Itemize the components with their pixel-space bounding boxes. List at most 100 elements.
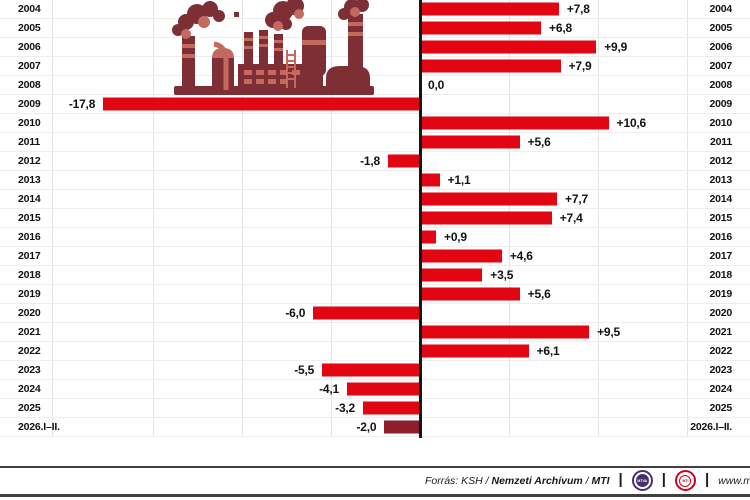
year-label-left: 2010 [18,117,41,129]
year-label-right: 2020 [709,307,732,319]
vertical-gridline [153,0,154,437]
bar-2006 [420,40,597,54]
footer-bottom-line [0,494,750,497]
bar-2015 [420,211,552,225]
year-label-left: 2006 [18,41,41,53]
year-label-right: 2014 [709,193,732,205]
year-label-left: 2020 [18,307,41,319]
year-label-left: 2024 [18,383,41,395]
value-label: +0,9 [444,230,467,244]
bar-2021 [420,325,590,339]
bar-2020 [313,306,420,320]
chart-row-2024: -4,1 2024 2024 [0,380,750,399]
value-label: +7,8 [566,2,590,16]
chart-row-2013: +1,1 2013 2013 [0,171,750,190]
year-label-right: 2023 [709,364,732,376]
year-label-left: 2012 [18,155,41,167]
chart-row-2016: +0,9 2016 2016 [0,228,750,247]
value-label: +5,6 [527,287,551,301]
year-label-right: 2006 [709,41,732,53]
bar-2022 [420,344,529,358]
year-label-right: 2025 [709,402,732,414]
year-label-left: 2018 [18,269,41,281]
bar-2012 [387,154,420,168]
chart-row-2017: +4,6 2017 2017 [0,247,750,266]
year-label-right: 2005 [709,22,732,34]
year-label-left: 2013 [18,174,41,186]
chart-row-2015: +7,4 2015 2015 [0,209,750,228]
year-label-left: 2005 [18,22,41,34]
footer-separator: | [704,471,710,488]
bar-2004 [420,2,559,16]
year-label-left: 2007 [18,60,41,72]
year-label-right: 2011 [710,136,732,148]
source-credit: Forrás: KSH / Nemzeti Archívum / MTI [424,474,610,487]
year-label-right: 2009 [709,98,732,110]
chart-row-2009: -17,8 2009 2009 [0,95,750,114]
footer-divider-line [0,466,750,468]
year-label-left: 2011 [18,136,40,148]
footer: Forrás: KSH / Nemzeti Archívum / MTI | M… [0,468,750,493]
chart-row-2005: +6,8 2005 2005 [0,19,750,38]
year-label-left: 2019 [18,288,41,300]
bar-2025 [363,401,420,415]
value-label: +7,9 [568,59,592,73]
bar-2007 [420,59,561,73]
year-label-right: 2022 [709,345,732,357]
chart-row-2026.I–II.: -2,0 2026.I–II. 2026.I–II. [0,418,750,437]
factory-smokestacks-icon [172,0,374,95]
year-label-left: 2025 [18,402,41,414]
mtva-logo-icon: MTVA [631,470,653,491]
year-label-left: 2021 [18,326,41,338]
chart-row-2011: +5,6 2011 2011 [0,133,750,152]
year-label-left: 2017 [18,250,41,262]
year-label-left: 2022 [18,345,41,357]
value-label: -17,8 [68,97,96,111]
bar-2019 [420,287,520,301]
chart-row-2010: +10,6 2010 2010 [0,114,750,133]
chart-row-2018: +3,5 2018 2018 [0,266,750,285]
value-label: +5,6 [527,135,551,149]
year-label-right: 2012 [709,155,732,167]
bar-2014 [420,192,558,206]
value-label: +7,7 [565,192,588,206]
bar-2023 [322,363,420,377]
year-label-right: 2013 [709,174,732,186]
value-label: -5,5 [294,363,315,377]
footer-separator: | [618,471,623,488]
bar-2011 [420,135,520,149]
bar-2018 [420,268,483,282]
bar-2009 [103,97,420,111]
mti-logo-icon: MTI [674,470,696,491]
year-label-left: 2026.I–II. [18,421,60,433]
year-label-right: 2017 [709,250,732,262]
value-label: -1,8 [360,154,380,168]
value-label: -6,0 [285,306,306,320]
year-label-right: 2024 [709,383,732,395]
year-label-right: 2026.I–II. [690,421,732,433]
bar-2013 [420,173,440,187]
chart-row-2007: +7,9 2007 2007 [0,57,750,76]
value-label: +9,5 [597,325,620,339]
chart-row-2012: -1,8 2012 2012 [0,152,750,171]
year-label-left: 2015 [18,212,41,224]
chart-row-2020: -6,0 2020 2020 [0,304,750,323]
value-label: +9,9 [604,40,628,54]
year-label-right: 2018 [709,269,732,281]
footer-separator: | [661,471,666,488]
value-label: +6,8 [549,21,572,35]
bar-2024 [347,382,420,396]
value-label: +10,6 [616,116,647,130]
year-label-left: 2004 [18,3,41,15]
year-label-right: 2015 [709,212,732,224]
chart-row-2004: +7,8 2004 2004 [0,0,750,19]
chart-rows: +7,8 2004 2004 +6,8 2005 2005 +9,9 2006 2006 +7,9… [0,0,750,437]
bar-2026.I–II. [384,420,420,434]
vertical-gridline [242,0,243,437]
year-label-right: 2008 [709,79,732,91]
value-label: -2,0 [356,420,377,434]
value-label: +4,6 [509,249,533,263]
year-label-left: 2016 [18,231,41,243]
year-label-left: 2009 [18,98,41,110]
